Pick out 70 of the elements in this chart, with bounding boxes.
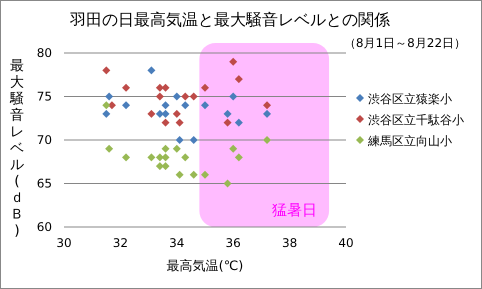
point xyxy=(181,92,190,100)
y-tick-label: 70 xyxy=(36,133,52,147)
point xyxy=(201,170,209,179)
point xyxy=(105,92,114,100)
legend-label: 練馬区立向山小 xyxy=(367,134,452,148)
y-tick-label: 60 xyxy=(36,220,52,234)
point xyxy=(234,75,243,84)
chart-title: 羽田の日最高気温と最大騒音レベルとの関係 xyxy=(69,10,390,29)
x-tick-label: 40 xyxy=(338,236,354,250)
point xyxy=(102,66,110,74)
x-tick-label: 38 xyxy=(282,236,298,250)
point xyxy=(229,58,238,66)
text: （8月1日～8月22日） xyxy=(344,36,466,50)
point xyxy=(156,162,164,170)
text: 最大騒音レベル(ｄＢ) xyxy=(10,58,24,239)
x-tick-label: 36 xyxy=(226,236,241,250)
point xyxy=(234,118,243,127)
band-label: 猛暑日 xyxy=(272,201,318,219)
point xyxy=(263,136,272,144)
point xyxy=(181,153,190,162)
point xyxy=(181,101,190,110)
point xyxy=(102,101,110,110)
point xyxy=(122,84,130,92)
point xyxy=(162,84,170,92)
x-axis-title: 最高気温(℃) xyxy=(166,258,244,274)
band: 猛暑日 xyxy=(199,43,330,227)
point xyxy=(162,162,170,170)
point xyxy=(190,136,198,144)
point xyxy=(190,92,198,100)
y-tick-label: 80 xyxy=(36,46,52,60)
point xyxy=(172,92,181,100)
point xyxy=(229,144,238,153)
point xyxy=(229,92,238,100)
point xyxy=(263,110,272,118)
point xyxy=(224,118,232,127)
point xyxy=(201,101,209,110)
x-tick-label: 34 xyxy=(169,236,184,250)
point xyxy=(162,118,170,127)
point xyxy=(162,144,170,153)
point xyxy=(224,180,232,188)
y-tick-label: 75 xyxy=(36,90,52,104)
point xyxy=(147,153,156,162)
point xyxy=(156,84,164,92)
point xyxy=(234,153,243,162)
point xyxy=(176,136,184,144)
x-tick-label: 30 xyxy=(56,236,72,250)
point xyxy=(102,110,110,118)
point xyxy=(156,110,164,118)
legend-label: 渋谷区立猿楽小 xyxy=(368,92,452,106)
point xyxy=(172,110,181,118)
point xyxy=(156,153,164,162)
point xyxy=(176,118,184,127)
point xyxy=(122,153,130,162)
point xyxy=(201,84,209,92)
point xyxy=(156,92,164,100)
point xyxy=(147,110,156,118)
point xyxy=(172,144,181,153)
point xyxy=(190,170,198,179)
y-tick-label: 65 xyxy=(36,176,52,190)
point xyxy=(162,153,170,162)
point xyxy=(176,170,184,179)
point xyxy=(263,101,272,110)
point xyxy=(105,144,114,153)
point xyxy=(224,110,232,118)
legend-label: 渋谷区立千駄谷小 xyxy=(368,113,464,127)
point xyxy=(162,110,170,118)
point xyxy=(122,101,130,110)
point xyxy=(147,66,156,74)
x-tick-label: 32 xyxy=(112,236,128,250)
point xyxy=(162,101,170,110)
